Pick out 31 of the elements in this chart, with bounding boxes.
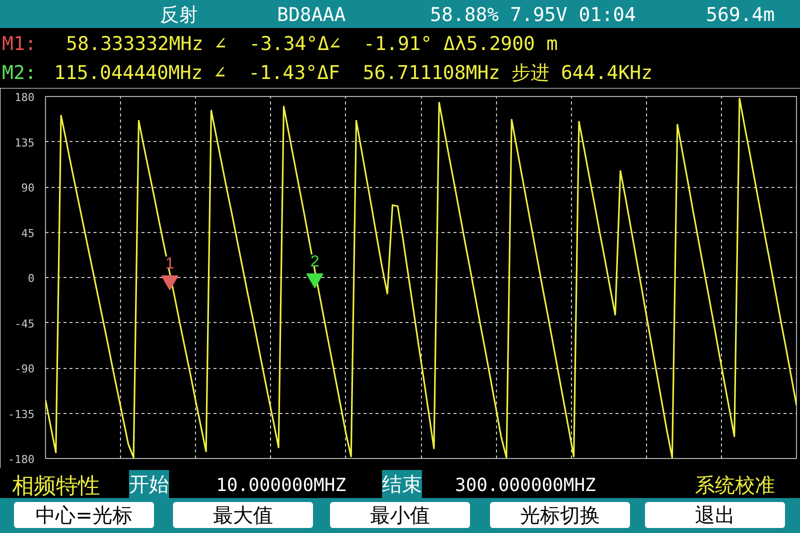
annotation: 10.000000MHZ bbox=[216, 474, 346, 498]
y-tick-label: 90 bbox=[21, 182, 35, 194]
annotation: BD8AAA bbox=[277, 3, 346, 28]
annotation: 结束 bbox=[382, 470, 422, 499]
y-tick-label: 45 bbox=[21, 226, 35, 240]
annotation: 中心=光标 bbox=[14, 502, 154, 528]
annotation: 系统校准 bbox=[695, 472, 775, 499]
y-tick-label: -135 bbox=[8, 408, 35, 421]
y-tick-label: -180 bbox=[8, 453, 35, 466]
annotation: 300.000000MHZ bbox=[455, 474, 596, 498]
y-tick-label: 135 bbox=[14, 136, 35, 150]
series-label: 1 bbox=[165, 256, 174, 273]
annotation: 569.4m bbox=[706, 3, 775, 28]
annotation: 退出 bbox=[645, 502, 785, 528]
annotation: 最小值 bbox=[330, 502, 470, 528]
y-tick-label: 180 bbox=[14, 91, 35, 104]
annotation: 最大值 bbox=[173, 502, 313, 528]
annotation: 58.333332MHz ∠ -3.34°Δ∠ -1.91° Δλ5.2900 m bbox=[66, 32, 558, 57]
annotation: 光标切换 bbox=[490, 502, 630, 528]
y-tick-label: -90 bbox=[14, 362, 35, 376]
annotation: 相频特性 bbox=[12, 473, 100, 501]
y-tick-label: -45 bbox=[14, 317, 35, 330]
annotation: 反射 bbox=[160, 3, 198, 28]
y-tick-label: 0 bbox=[28, 272, 34, 285]
annotation: 115.044440MHz ∠ -1.43°ΔF 56.711108MHz 步进 644.4KHz bbox=[54, 61, 653, 86]
annotation: 开始 bbox=[129, 470, 169, 499]
annotation: 58.88% 7.95V 01:04 bbox=[430, 3, 636, 28]
annotation: M2: bbox=[2, 61, 36, 86]
series-label: 2 bbox=[310, 254, 320, 271]
annotation: M1: bbox=[2, 32, 36, 57]
line-series bbox=[46, 98, 796, 458]
